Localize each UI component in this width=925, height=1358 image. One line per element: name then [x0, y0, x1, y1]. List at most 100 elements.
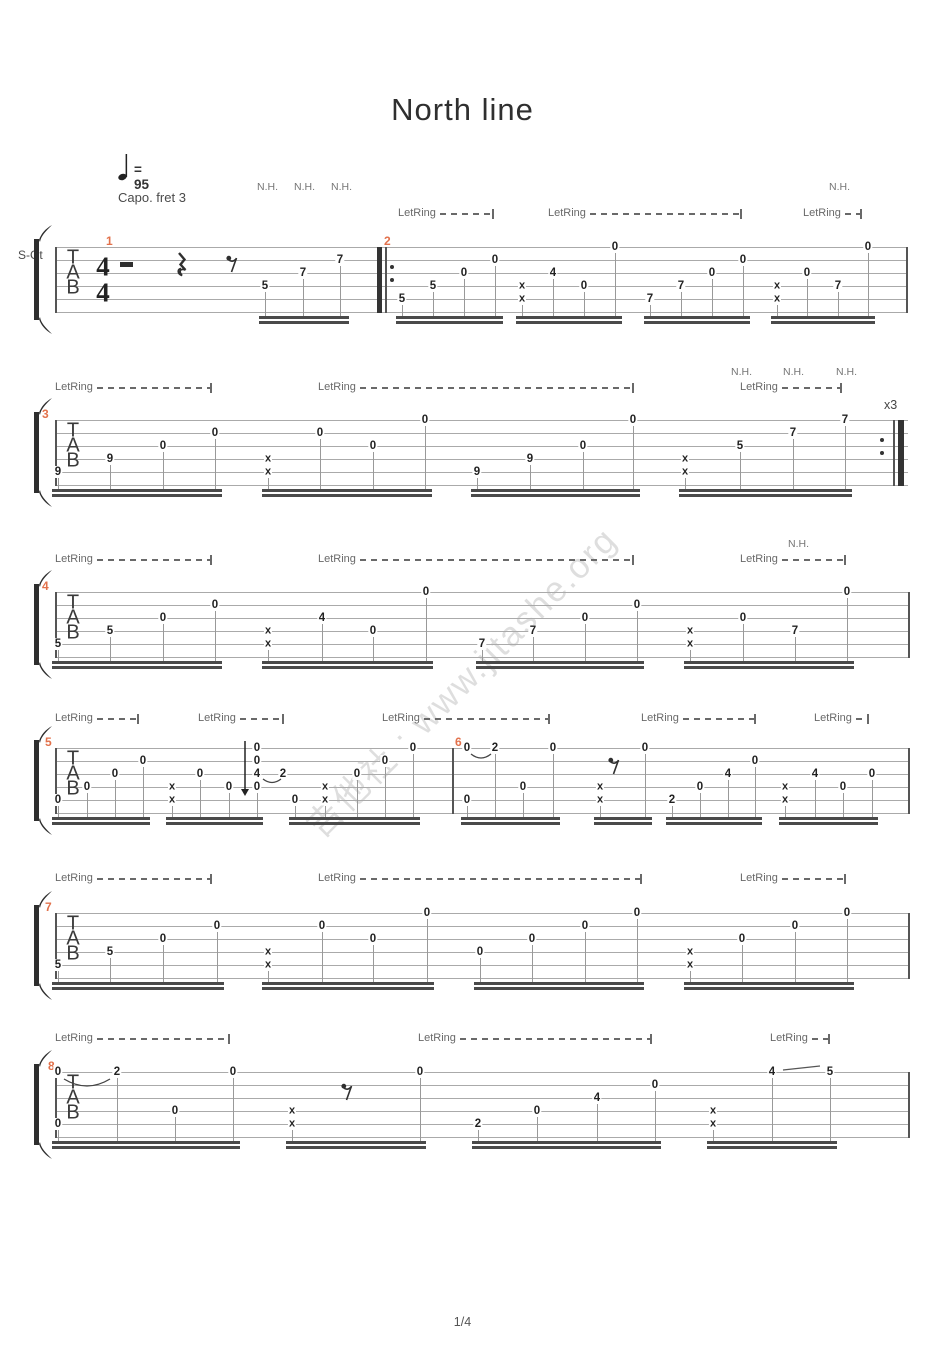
- note-stem: [637, 611, 638, 661]
- beam: [474, 982, 644, 985]
- quarter-rest: [177, 267, 186, 277]
- letring-end-tick: [227, 1033, 230, 1044]
- beam: [771, 321, 875, 324]
- beam: [289, 822, 420, 825]
- fret-number: 4: [810, 768, 820, 780]
- fret-number: 5: [105, 946, 115, 958]
- letring-end-tick: [631, 382, 634, 393]
- note-stem: [200, 780, 201, 817]
- letring-dashes: [359, 558, 632, 561]
- beam: [52, 1141, 240, 1144]
- letring-end-tick: [209, 382, 212, 393]
- staff-line: [55, 748, 908, 749]
- repeat-end-thin: [893, 420, 895, 486]
- mute-x: x: [517, 292, 527, 305]
- beam: [52, 489, 222, 492]
- note-stem: [373, 637, 374, 661]
- note-stem: [322, 624, 323, 661]
- letring-mark: LetRing: [55, 553, 212, 566]
- letring-mark: LetRing: [55, 381, 212, 394]
- repeat-start-thick: [377, 247, 382, 313]
- letring-label: LetRing: [318, 381, 356, 393]
- fret-number: 9: [105, 453, 115, 465]
- note-stem: [478, 1130, 479, 1141]
- staff-line: [55, 260, 908, 261]
- letring-end-tick: [209, 873, 212, 884]
- fret-number: 7: [335, 254, 345, 266]
- note-stem: [777, 305, 778, 316]
- fret-number: 0: [195, 768, 205, 780]
- staff-line: [55, 978, 908, 979]
- barline: [55, 592, 57, 658]
- fret-number: 2: [667, 794, 677, 806]
- beam: [472, 1146, 661, 1149]
- note-stem: [163, 624, 164, 661]
- note-stem: [685, 478, 686, 489]
- tab-clef-letter: A: [66, 927, 80, 950]
- note-stem: [172, 806, 173, 817]
- staff-line: [55, 1085, 908, 1086]
- mute-x: x: [685, 958, 695, 971]
- letring-label: LetRing: [548, 207, 586, 219]
- fret-number: 2: [473, 1118, 483, 1130]
- letring-label: LetRing: [55, 1032, 93, 1044]
- mute-x: x: [263, 624, 273, 637]
- note-stem: [325, 806, 326, 817]
- fret-number: 5: [825, 1066, 835, 1078]
- letring-mark: LetRing: [318, 381, 634, 394]
- beam: [594, 822, 652, 825]
- note-stem: [713, 1130, 714, 1141]
- letring-dashes: [96, 877, 210, 880]
- letring-dashes: [589, 212, 740, 215]
- note-stem: [265, 292, 266, 316]
- note-stem: [728, 780, 729, 817]
- fret-number: 0: [527, 933, 537, 945]
- note-stem: [743, 266, 744, 316]
- note-stem: [215, 611, 216, 661]
- mute-x: x: [517, 279, 527, 292]
- letring-label: LetRing: [198, 712, 236, 724]
- note-stem: [830, 1078, 831, 1141]
- tab-clef-letter: B: [66, 942, 80, 965]
- staff-line: [55, 446, 908, 447]
- staff-line: [55, 420, 908, 421]
- beam: [476, 661, 644, 664]
- staff-line: [55, 592, 908, 593]
- letring-dashes: [682, 717, 754, 720]
- letring-end-tick: [547, 713, 550, 724]
- barline: [906, 247, 908, 313]
- beam: [52, 822, 150, 825]
- note-stem: [645, 754, 646, 817]
- fret-number: 0: [863, 241, 873, 253]
- note-stem: [110, 958, 111, 982]
- instrument-label: S-Gt: [18, 248, 43, 262]
- letring-end-tick: [753, 713, 756, 724]
- measure-number: 1: [106, 234, 113, 248]
- note-stem: [257, 793, 258, 817]
- letring-label: LetRing: [740, 381, 778, 393]
- letring-end-tick: [631, 554, 634, 565]
- note-stem: [482, 650, 483, 661]
- mute-x: x: [287, 1104, 297, 1117]
- beam: [679, 489, 852, 492]
- letring-mark: LetRing: [548, 207, 742, 220]
- tab-clef-letter: A: [66, 261, 80, 284]
- barline: [452, 748, 454, 814]
- repeat-end-thick: [898, 420, 904, 486]
- barline: [55, 420, 57, 486]
- letring-dashes: [423, 717, 548, 720]
- fret-number: 7: [645, 293, 655, 305]
- natural-harmonic-label: N.H.: [829, 181, 850, 193]
- fret-number: 2: [278, 768, 288, 780]
- note-stem: [495, 754, 496, 817]
- letring-label: LetRing: [740, 872, 778, 884]
- note-stem: [843, 793, 844, 817]
- letring-dashes: [96, 717, 137, 720]
- letring-label: LetRing: [770, 1032, 808, 1044]
- slur: [470, 753, 492, 759]
- note-stem: [600, 806, 601, 817]
- fret-number: 0: [53, 794, 63, 806]
- note-stem: [793, 439, 794, 489]
- beam: [666, 817, 762, 820]
- staff-line: [55, 1098, 908, 1099]
